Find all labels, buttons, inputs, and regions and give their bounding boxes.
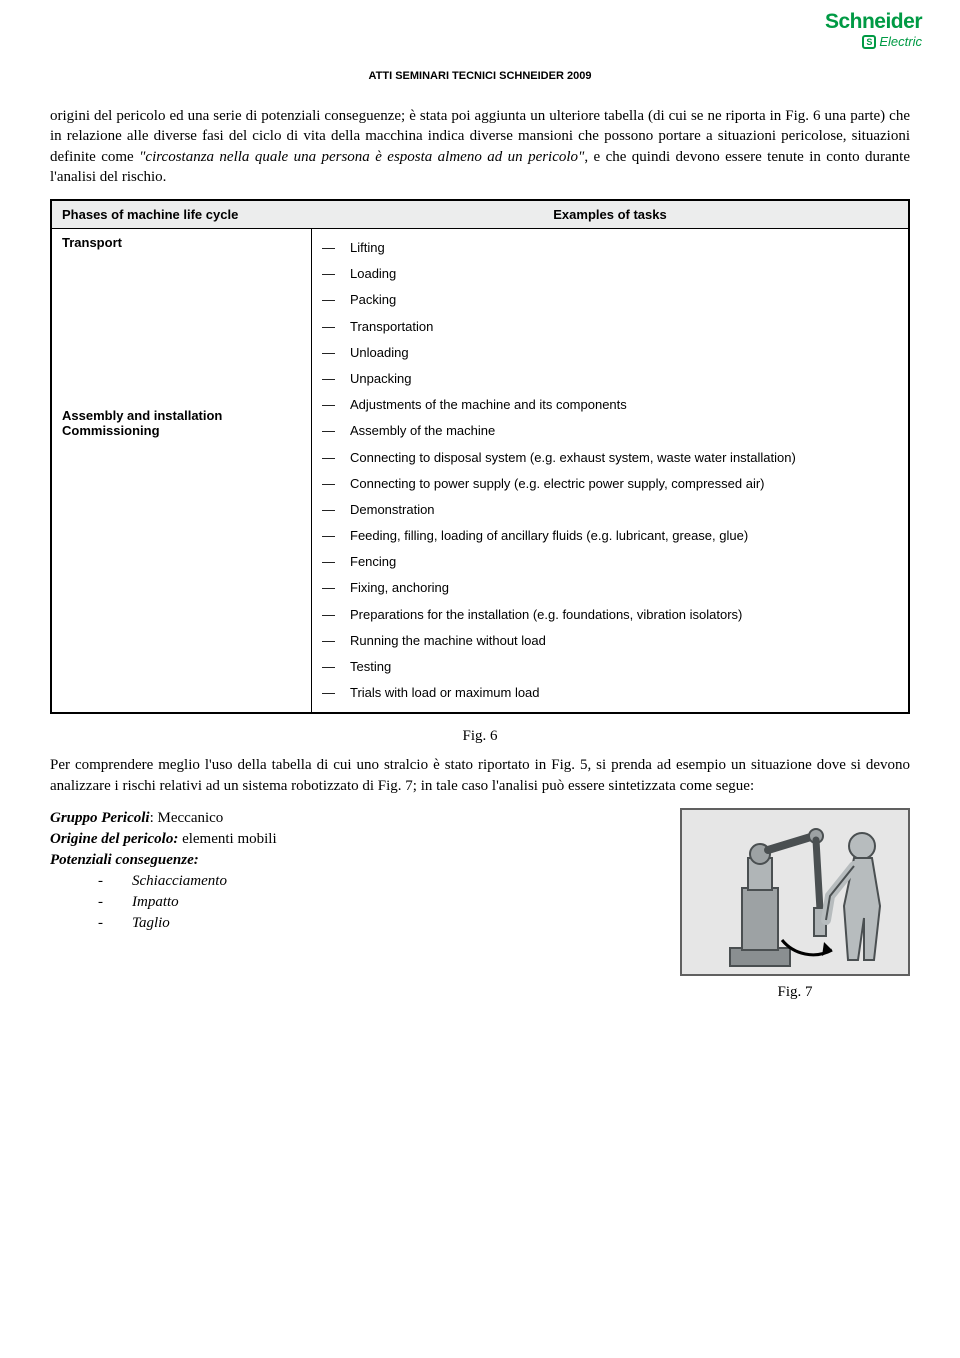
dash-icon: - (98, 871, 108, 892)
dash-icon: — (322, 501, 340, 519)
task-text: Fixing, anchoring (350, 579, 449, 597)
table-body: Transport Assembly and installation Comm… (52, 229, 908, 712)
bottom-section: Gruppo Pericoli: Meccanico Origine del p… (50, 808, 910, 1001)
task-text: Testing (350, 658, 391, 676)
list-item: - Schiacciamento (98, 871, 656, 892)
table-header-row: Phases of machine life cycle Examples of… (52, 201, 908, 229)
dash-icon: — (322, 475, 340, 493)
dash-icon: — (322, 684, 340, 702)
table-row: — Fencing (322, 549, 898, 575)
table-row: — Fixing, anchoring (322, 575, 898, 601)
task-text: Trials with load or maximum load (350, 684, 540, 702)
hazard-definitions: Gruppo Pericoli: Meccanico Origine del p… (50, 808, 656, 934)
table-row: — Running the machine without load (322, 628, 898, 654)
task-text: Demonstration (350, 501, 435, 519)
dash-icon: — (322, 370, 340, 388)
def-hazard-group: Gruppo Pericoli: Meccanico (50, 808, 656, 829)
phase-commissioning: Commissioning (62, 423, 301, 438)
dash-icon: - (98, 913, 108, 934)
task-text: Loading (350, 265, 396, 283)
def-value: elementi mobili (178, 831, 276, 847)
logo-subline: S Electric (825, 34, 922, 49)
task-text: Connecting to disposal system (e.g. exha… (350, 449, 796, 467)
figure-7-caption: Fig. 7 (680, 984, 910, 1001)
table-row: — Unpacking (322, 366, 898, 392)
phases-tasks-table: Phases of machine life cycle Examples of… (50, 199, 910, 714)
dash-icon: — (322, 527, 340, 545)
table-row: — Lifting (322, 235, 898, 261)
table-row: — Unloading (322, 340, 898, 366)
logo-glyph-icon: S (862, 35, 876, 49)
task-text: Assembly of the machine (350, 422, 495, 440)
task-text: Preparations for the installation (e.g. … (350, 606, 742, 624)
phase-assembly: Assembly and installation (62, 408, 301, 423)
task-text: Running the machine without load (350, 632, 546, 650)
phase-transport: Transport (62, 235, 301, 250)
table-row: — Testing (322, 654, 898, 680)
list-item: - Taglio (98, 913, 656, 934)
logo-sub-text: Electric (879, 34, 922, 49)
document-series-title: ATTI SEMINARI TECNICI SCHNEIDER 2009 (50, 70, 910, 82)
table-row: — Assembly of the machine (322, 418, 898, 444)
task-text: Unpacking (350, 370, 411, 388)
dash-icon: - (98, 892, 108, 913)
paragraph-2: Per comprendere meglio l'uso della tabel… (50, 755, 910, 796)
table-row: — Feeding, filling, loading of ancillary … (322, 523, 898, 549)
figure-7-image (680, 808, 910, 976)
table-row: — Loading (322, 261, 898, 287)
brand-logo: Schneider S Electric (825, 10, 922, 49)
dash-icon: — (322, 579, 340, 597)
table-row: — Demonstration (322, 497, 898, 523)
logo-name: Schneider (825, 10, 922, 34)
table-header-tasks: Examples of tasks (312, 201, 908, 228)
table-tasks-column: — Lifting — Loading — Packing — Transportati… (312, 229, 908, 712)
def-consequences-label: Potenziali conseguenze: (50, 850, 656, 871)
dash-icon: — (322, 658, 340, 676)
table-row: — Adjustments of the machine and its comp… (322, 392, 898, 418)
table-phases-column: Transport Assembly and installation Comm… (52, 229, 312, 712)
dash-icon: — (322, 422, 340, 440)
task-text: Unloading (350, 344, 409, 362)
dash-icon: — (322, 318, 340, 336)
robot-person-icon (682, 810, 910, 976)
consequence-text: Impatto (132, 892, 179, 913)
figure-6-caption: Fig. 6 (50, 728, 910, 745)
dash-icon: — (322, 239, 340, 257)
task-text: Transportation (350, 318, 433, 336)
task-text: Adjustments of the machine and its compo… (350, 396, 627, 414)
def-hazard-origin: Origine del pericolo: elementi mobili (50, 829, 656, 850)
table-row: — Connecting to disposal system (e.g. exh… (322, 445, 898, 471)
def-value: : Meccanico (150, 810, 224, 826)
task-text: Fencing (350, 553, 396, 571)
list-item: - Impatto (98, 892, 656, 913)
dash-icon: — (322, 344, 340, 362)
dash-icon: — (322, 396, 340, 414)
consequences-list: - Schiacciamento - Impatto - Taglio (50, 871, 656, 934)
def-label: Origine del pericolo: (50, 831, 178, 847)
dash-icon: — (322, 632, 340, 650)
def-label: Potenziali conseguenze: (50, 852, 199, 868)
dash-icon: — (322, 606, 340, 624)
consequence-text: Taglio (132, 913, 170, 934)
dash-icon: — (322, 449, 340, 467)
def-label: Gruppo Pericoli (50, 810, 150, 826)
dash-icon: — (322, 265, 340, 283)
task-text: Feeding, filling, loading of ancillary f… (350, 527, 748, 545)
table-header-phases: Phases of machine life cycle (52, 201, 312, 228)
table-row: — Packing (322, 287, 898, 313)
dash-icon: — (322, 553, 340, 571)
paragraph-1: origini del pericolo ed una serie di pot… (50, 106, 910, 187)
consequence-text: Schiacciamento (132, 871, 227, 892)
task-text: Packing (350, 291, 396, 309)
task-text: Lifting (350, 239, 385, 257)
table-row: — Trials with load or maximum load (322, 680, 898, 706)
table-row: — Transportation (322, 314, 898, 340)
dash-icon: — (322, 291, 340, 309)
figure-7-block: Fig. 7 (680, 808, 910, 1001)
para1-quote: "circostanza nella quale una persona è e… (139, 149, 584, 165)
task-text: Connecting to power supply (e.g. electri… (350, 475, 765, 493)
table-row: — Connecting to power supply (e.g. electr… (322, 471, 898, 497)
table-row: — Preparations for the installation (e.g.… (322, 602, 898, 628)
